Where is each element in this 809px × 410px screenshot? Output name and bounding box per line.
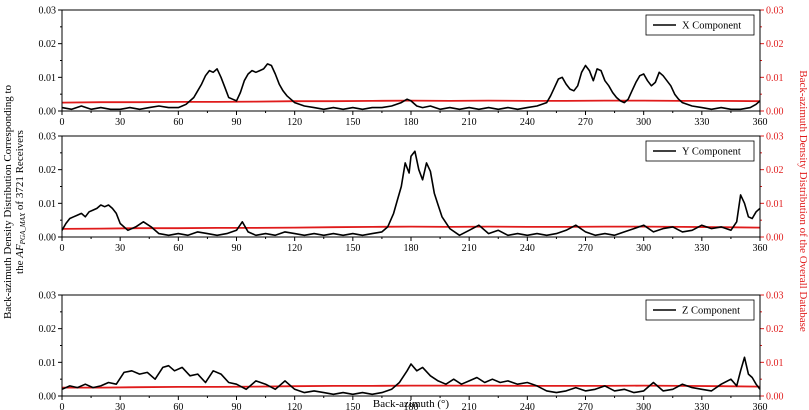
panel-z-component: 0 30 60 90 120 150 180 210 240 270 300 330 3600.000.… bbox=[39, 291, 784, 410]
x-tick-label: 300 bbox=[636, 402, 651, 410]
y-tick-label-left: 0.01 bbox=[39, 358, 57, 369]
x-tick-label: 300 bbox=[636, 117, 651, 128]
left-ylabel-line1: Back-azimuth Density Distribution Corres… bbox=[2, 84, 14, 319]
panel-frame bbox=[61, 294, 761, 397]
x-tick-label: 330 bbox=[694, 243, 709, 254]
x-tick-label: 150 bbox=[345, 117, 360, 128]
left-ylabel-line2: the AFPGA_MAX of 3721 Receivers bbox=[14, 130, 27, 274]
x-tick-label: 60 bbox=[173, 117, 183, 128]
y-tick-label-right: 0.03 bbox=[766, 291, 784, 302]
legend-label: X Component bbox=[682, 21, 741, 32]
x-tick-label: 0 bbox=[60, 243, 65, 254]
x-tick-label: 150 bbox=[345, 243, 360, 254]
series-line-database bbox=[61, 225, 761, 230]
x-tick-label: 150 bbox=[345, 402, 360, 410]
x-tick-label: 30 bbox=[115, 402, 125, 410]
x-tick-label: 120 bbox=[287, 117, 302, 128]
x-tick-label: 270 bbox=[578, 243, 593, 254]
y-tick-label-right: 0.01 bbox=[766, 358, 784, 369]
y-tick-label-left: 0.02 bbox=[39, 165, 57, 176]
left-ylabel-italic: AF bbox=[14, 244, 26, 259]
x-tick-label: 0 bbox=[60, 402, 65, 410]
series-line-receivers bbox=[61, 63, 761, 111]
x-tick-label: 300 bbox=[636, 243, 651, 254]
y-tick-label-right: 0.03 bbox=[766, 132, 784, 143]
x-tick-label: 120 bbox=[287, 402, 302, 410]
right-ylabel: Back-azimuth Density Distribution of the… bbox=[797, 70, 809, 332]
panel-frame bbox=[61, 135, 761, 238]
y-tick-label-left: 0.00 bbox=[39, 233, 57, 244]
y-tick-label-left: 0.00 bbox=[39, 107, 57, 118]
y-tick-label-right: 0.00 bbox=[766, 392, 784, 403]
x-tick-label: 180 bbox=[404, 243, 419, 254]
x-tick-label: 360 bbox=[753, 243, 768, 254]
x-tick-label: 180 bbox=[404, 117, 419, 128]
y-tick-label-right: 0.02 bbox=[766, 324, 784, 335]
legend-label: Z Component bbox=[682, 306, 740, 317]
series-line-receivers bbox=[61, 356, 761, 396]
y-tick-label-right: 0.02 bbox=[766, 165, 784, 176]
x-tick-label: 60 bbox=[173, 402, 183, 410]
x-tick-label: 30 bbox=[115, 243, 125, 254]
legend-box bbox=[645, 140, 755, 162]
x-tick-label: 270 bbox=[578, 117, 593, 128]
x-tick-label: 270 bbox=[578, 402, 593, 410]
series-line-receivers bbox=[61, 150, 761, 237]
legend-box bbox=[645, 299, 755, 321]
y-tick-label-left: 0.03 bbox=[39, 291, 57, 302]
panel-frame bbox=[61, 9, 761, 112]
panel-x-component: 0 30 60 90 120 150 180 210 240 270 300 330 3600.000.… bbox=[39, 6, 784, 129]
y-tick-label-right: 0.02 bbox=[766, 39, 784, 50]
y-tick-label-left: 0.03 bbox=[39, 6, 57, 17]
x-tick-label: 90 bbox=[232, 117, 242, 128]
x-tick-label: 210 bbox=[462, 243, 477, 254]
x-tick-label: 240 bbox=[520, 117, 535, 128]
y-tick-label-left: 0.02 bbox=[39, 324, 57, 335]
x-tick-label: 0 bbox=[60, 117, 65, 128]
x-tick-label: 240 bbox=[520, 243, 535, 254]
left-ylabel-line2-pre: the bbox=[14, 258, 26, 274]
y-tick-label-right: 0.00 bbox=[766, 233, 784, 244]
x-tick-label: 210 bbox=[462, 117, 477, 128]
x-tick-label: 60 bbox=[173, 243, 183, 254]
y-tick-label-right: 0.01 bbox=[766, 73, 784, 84]
x-tick-label: 210 bbox=[462, 402, 477, 410]
y-tick-label-left: 0.01 bbox=[39, 73, 57, 84]
x-tick-label: 360 bbox=[753, 402, 768, 410]
y-tick-label-right: 0.03 bbox=[766, 6, 784, 17]
panel-y-component: 0 30 60 90 120 150 180 210 240 270 300 330 3600.000.… bbox=[39, 132, 784, 255]
x-tick-label: 30 bbox=[115, 117, 125, 128]
x-tick-label: 240 bbox=[520, 402, 535, 410]
series-line-database bbox=[62, 384, 761, 389]
y-tick-label-left: 0.02 bbox=[39, 39, 57, 50]
y-tick-label-left: 0.00 bbox=[39, 392, 57, 403]
y-tick-label-left: 0.03 bbox=[39, 132, 57, 143]
y-tick-label-right: 0.00 bbox=[766, 107, 784, 118]
x-axis-label: Back-azimuth (°) bbox=[373, 398, 450, 410]
x-tick-label: 330 bbox=[694, 117, 709, 128]
x-tick-label: 330 bbox=[694, 402, 709, 410]
x-tick-label: 90 bbox=[232, 243, 242, 254]
legend-box bbox=[645, 14, 755, 36]
x-tick-label: 360 bbox=[753, 117, 768, 128]
legend-label: Y Component bbox=[682, 147, 741, 158]
x-tick-label: 120 bbox=[287, 243, 302, 254]
y-tick-label-right: 0.01 bbox=[766, 199, 784, 210]
x-tick-label: 180 bbox=[404, 402, 419, 410]
x-tick-label: 90 bbox=[232, 402, 242, 410]
left-ylabel-subscript: PGA_MAX bbox=[19, 212, 27, 245]
left-ylabel-line2-post: of 3721 Receivers bbox=[14, 130, 26, 213]
y-tick-label-left: 0.01 bbox=[39, 199, 57, 210]
